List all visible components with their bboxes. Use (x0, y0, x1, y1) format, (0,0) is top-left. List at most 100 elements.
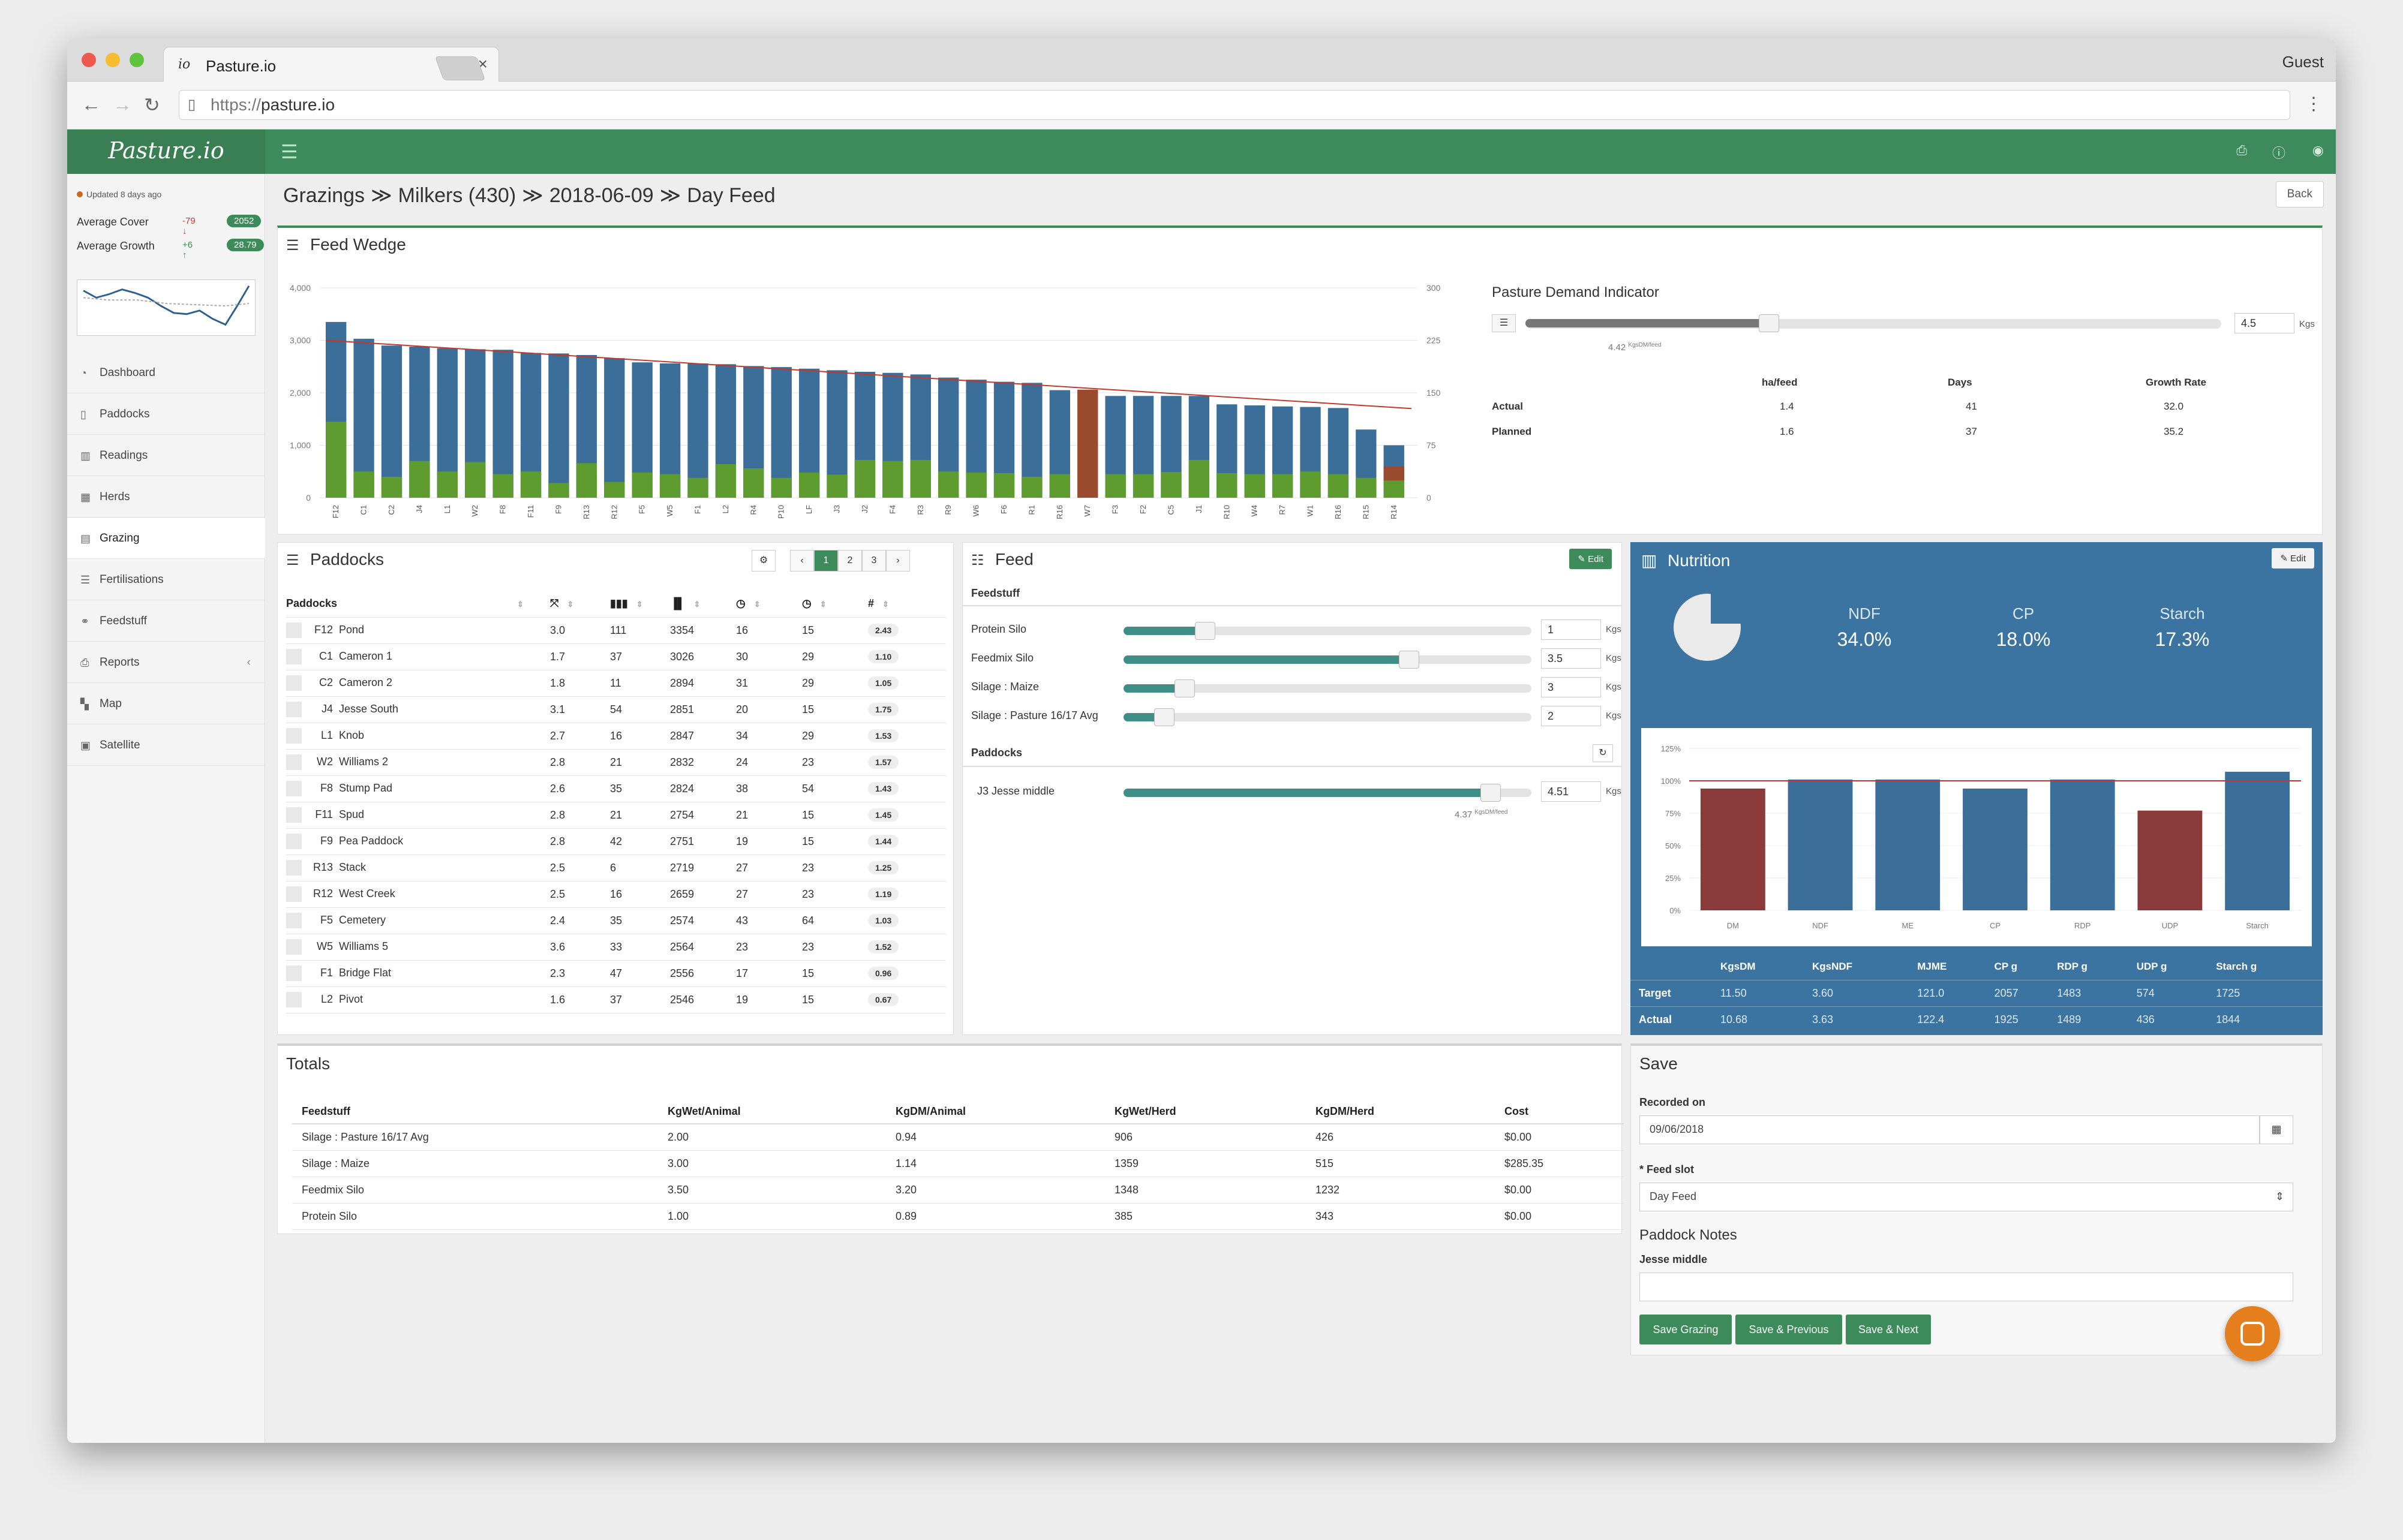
save-grazing-button[interactable]: Save Grazing (1639, 1315, 1732, 1345)
refresh-icon[interactable]: ↻ (1593, 744, 1613, 762)
menu-toggle-icon[interactable]: ☰ (281, 141, 298, 163)
row-checkbox[interactable] (286, 992, 302, 1007)
demand-slider[interactable] (1525, 314, 2221, 332)
paddock-notes-input[interactable] (1639, 1273, 2293, 1301)
table-row[interactable]: W5 Williams 5 3.6 33 2564 23 23 1.52 (286, 934, 946, 961)
row-checkbox[interactable] (286, 728, 302, 744)
reload-icon[interactable]: ↻ (144, 94, 160, 116)
forward-arrow-icon[interactable]: → (113, 94, 132, 115)
breadcrumb-item[interactable]: Grazings (283, 184, 365, 207)
table-row[interactable]: J4 Jesse South 3.1 54 2851 20 15 1.75 (286, 696, 946, 723)
pagination-page[interactable]: 1 (814, 550, 838, 572)
wedge-bar[interactable] (771, 367, 792, 498)
feedstuff-slider[interactable] (1124, 679, 1531, 697)
demand-input[interactable]: 4.5 (2234, 313, 2294, 333)
nutrient-bar[interactable] (1963, 788, 2027, 910)
wedge-bar[interactable] (381, 345, 402, 498)
table-row[interactable]: R12 West Creek 2.5 16 2659 27 23 1.19 (286, 881, 946, 908)
nutrient-bar[interactable] (2225, 771, 2290, 910)
column-header[interactable]: ⤧ ⇕ (550, 591, 610, 618)
feedstuff-input[interactable]: 1 (1541, 619, 1601, 640)
save-previous-button[interactable]: Save & Previous (1735, 1315, 1842, 1345)
wedge-bar[interactable] (604, 358, 625, 498)
table-row[interactable]: F11 Spud 2.8 21 2754 21 15 1.45 (286, 802, 946, 829)
maximize-window-button[interactable] (130, 53, 144, 67)
pagination-page[interactable]: 2 (838, 550, 862, 572)
back-arrow-icon[interactable]: ← (82, 94, 101, 115)
print-icon[interactable]: ⎙ (2236, 143, 2247, 158)
breadcrumb-item[interactable]: Milkers (430) (398, 184, 516, 207)
browser-menu-icon[interactable]: ⋮ (2305, 94, 2323, 114)
column-header[interactable]: ▮▮▮ ⇕ (610, 591, 670, 618)
row-checkbox[interactable] (286, 754, 302, 770)
row-checkbox[interactable] (286, 886, 302, 902)
pagination-next[interactable]: › (886, 550, 910, 572)
info-icon[interactable]: ⓘ (2272, 146, 2285, 161)
row-checkbox[interactable] (286, 860, 302, 876)
paddock-feed-input[interactable]: 4.51 (1541, 781, 1601, 802)
guest-profile[interactable]: Guest (2282, 53, 2324, 71)
row-checkbox[interactable] (286, 702, 302, 717)
nutrient-bar[interactable] (1700, 788, 1765, 910)
wedge-bar[interactable] (687, 363, 708, 498)
feedstuff-input[interactable]: 2 (1541, 706, 1601, 726)
chevron-left-icon[interactable]: ‹ (247, 656, 251, 669)
column-header[interactable]: ▐▌ ⇕ (670, 591, 736, 618)
wedge-bar[interactable] (353, 338, 374, 498)
pagination-prev[interactable]: ‹ (790, 550, 814, 572)
feedstuff-input[interactable]: 3 (1541, 677, 1601, 697)
table-row[interactable]: F9 Pea Paddock 2.8 42 2751 19 15 1.44 (286, 828, 946, 855)
row-checkbox[interactable] (286, 913, 302, 928)
back-button[interactable]: Back (2275, 181, 2324, 207)
column-header[interactable]: ◷ ⇕ (736, 591, 802, 618)
chat-bubble-button[interactable] (2225, 1306, 2280, 1361)
save-next-button[interactable]: Save & Next (1846, 1315, 1931, 1345)
table-row[interactable]: F12 Pond 3.0 111 3354 16 15 2.43 (286, 617, 946, 644)
sidebar-item-satellite[interactable]: ▣ Satellite (67, 725, 265, 766)
app-logo[interactable]: Pasture.io (67, 130, 265, 174)
url-input[interactable]: ▯ https://pasture.io (179, 90, 2290, 120)
table-row[interactable]: C2 Cameron 2 1.8 11 2894 31 29 1.05 (286, 670, 946, 697)
settings-gear-button[interactable]: ⚙ (752, 550, 776, 572)
nutrient-bar[interactable] (1788, 779, 1853, 910)
sidebar-item-dashboard[interactable]: ◔ Dashboard (67, 353, 265, 393)
column-header[interactable]: Paddocks ⇕ (286, 591, 550, 618)
new-tab-button[interactable] (434, 56, 486, 80)
wedge-bar[interactable] (1077, 389, 1098, 498)
breadcrumb-item[interactable]: 2018-06-09 (549, 184, 654, 207)
row-checkbox[interactable] (286, 675, 302, 691)
sidebar-item-fertilisations[interactable]: ☰ Fertilisations (67, 560, 265, 600)
pagination-page[interactable]: 3 (862, 550, 886, 572)
sidebar-item-paddocks[interactable]: ▯ Paddocks (67, 394, 265, 435)
nutrient-bar[interactable] (2137, 810, 2203, 910)
column-header[interactable]: # ⇕ (868, 591, 946, 618)
minimize-window-button[interactable] (106, 53, 120, 67)
feedstuff-slider[interactable] (1124, 622, 1531, 640)
sidebar-item-herds[interactable]: ▦ Herds (67, 477, 265, 518)
feedstuff-slider[interactable] (1124, 651, 1531, 669)
nutrient-bar[interactable] (1875, 779, 1941, 910)
calendar-icon[interactable]: ▦ (2260, 1115, 2293, 1144)
table-row[interactable]: R13 Stack 2.5 6 2719 27 23 1.25 (286, 855, 946, 882)
table-row[interactable]: F1 Bridge Flat 2.3 47 2556 17 15 0.96 (286, 960, 946, 987)
close-window-button[interactable] (82, 53, 96, 67)
feed-slot-select[interactable]: Day Feed ⇕ (1639, 1183, 2293, 1211)
wedge-bar[interactable] (548, 353, 569, 498)
row-checkbox[interactable] (286, 622, 302, 638)
table-row[interactable]: F5 Cemetery 2.4 35 2574 43 64 1.03 (286, 907, 946, 934)
recorded-on-input[interactable]: 09/06/2018 (1639, 1115, 2260, 1144)
sidebar-item-reports[interactable]: ⎙ Reports ‹ (67, 642, 265, 683)
feed-edit-button[interactable]: ✎ Edit (1569, 549, 1612, 569)
sidebar-item-grazing[interactable]: ▤ Grazing (67, 518, 265, 559)
feedstuff-slider[interactable] (1124, 708, 1531, 726)
row-checkbox[interactable] (286, 965, 302, 981)
row-checkbox[interactable] (286, 939, 302, 955)
table-row[interactable]: C1 Cameron 1 1.7 37 3026 30 29 1.10 (286, 643, 946, 670)
demand-list-icon[interactable]: ☰ (1492, 314, 1516, 332)
table-row[interactable]: L2 Pivot 1.6 37 2546 19 15 0.67 (286, 986, 946, 1013)
table-row[interactable]: F8 Stump Pad 2.6 35 2824 38 54 1.43 (286, 775, 946, 802)
row-checkbox[interactable] (286, 649, 302, 664)
table-row[interactable]: L1 Knob 2.7 16 2847 34 29 1.53 (286, 723, 946, 750)
nutrition-edit-button[interactable]: ✎ Edit (2272, 548, 2314, 569)
row-checkbox[interactable] (286, 781, 302, 796)
